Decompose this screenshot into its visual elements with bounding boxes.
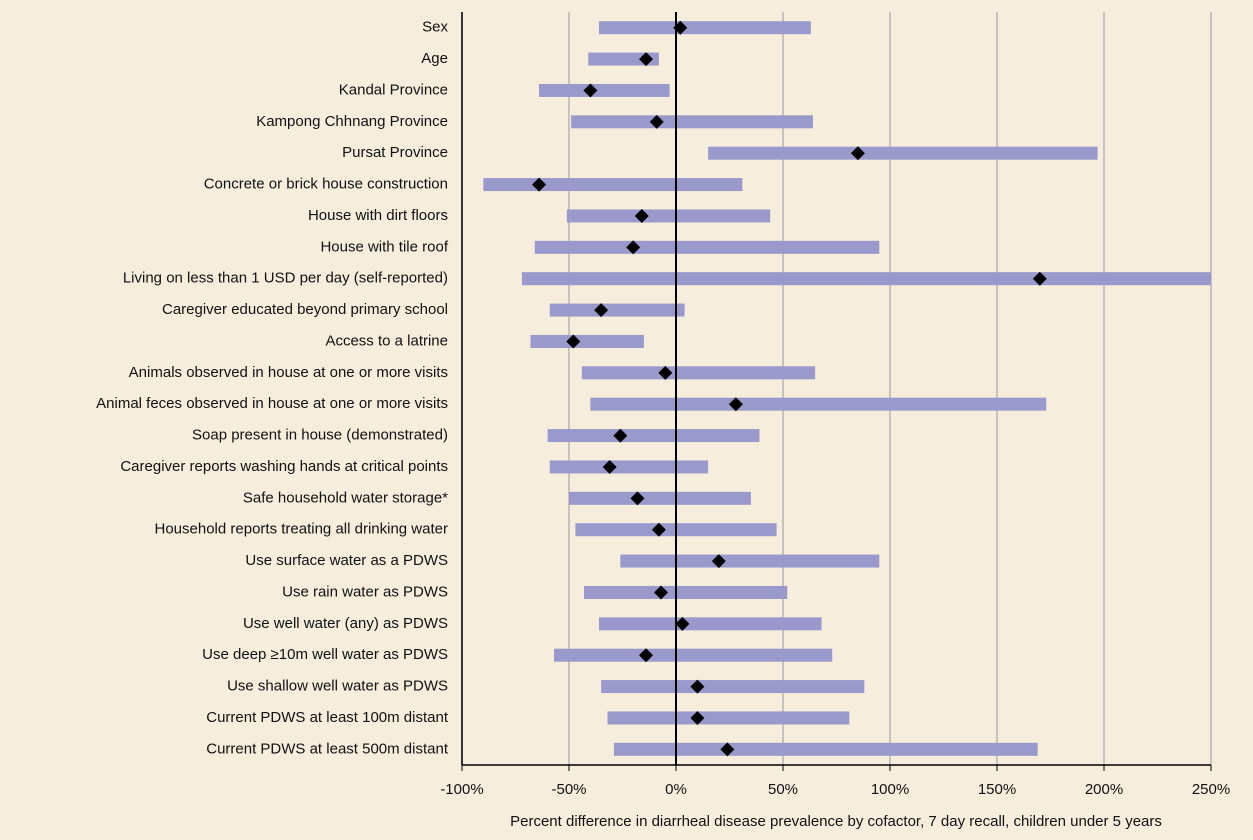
interval-bar — [483, 178, 743, 192]
interval-bar — [613, 742, 1038, 756]
category-label: Caregiver reports washing hands at criti… — [120, 458, 448, 475]
category-label: Caregiver educated beyond primary school — [162, 301, 448, 318]
category-label: Use shallow well water as PDWS — [227, 678, 448, 695]
x-tick-label: -100% — [440, 781, 483, 798]
interval-bar — [539, 83, 670, 97]
estimate-marker — [850, 146, 865, 161]
interval-bar — [554, 648, 833, 662]
estimate-marker — [626, 240, 641, 255]
interval-bar — [534, 240, 880, 254]
category-label: Animals observed in house at one or more… — [129, 364, 448, 381]
x-tick-label: 250% — [1192, 781, 1230, 798]
estimate-marker — [594, 303, 609, 318]
interval-bar — [571, 115, 813, 129]
category-label: Soap present in house (demonstrated) — [192, 427, 448, 444]
x-tick-label: -50% — [551, 781, 586, 798]
interval-bar — [588, 52, 659, 66]
estimate-marker — [675, 616, 690, 631]
estimate-marker — [583, 83, 598, 98]
x-tick-label: 100% — [871, 781, 909, 798]
category-label: House with tile roof — [320, 238, 448, 255]
estimate-marker — [673, 20, 688, 35]
category-label: Household reports treating all drinking … — [155, 521, 449, 538]
interval-bar — [549, 303, 685, 317]
category-label: Pursat Province — [342, 144, 448, 161]
estimate-marker — [651, 522, 666, 537]
estimate-marker — [1032, 271, 1047, 286]
interval-bar — [547, 429, 760, 443]
estimate-marker — [532, 177, 547, 192]
estimate-marker — [690, 710, 705, 725]
category-label: Safe household water storage* — [243, 489, 448, 506]
interval-bar — [598, 21, 811, 35]
category-label: Use deep ≥10m well water as PDWS — [202, 646, 448, 663]
category-label: Kandal Province — [339, 81, 448, 98]
estimate-marker — [690, 679, 705, 694]
category-label: Age — [421, 50, 448, 67]
interval-bar — [583, 585, 788, 599]
estimate-marker — [658, 365, 673, 380]
estimate-marker — [728, 397, 743, 412]
estimate-marker — [639, 52, 654, 67]
category-label: Kampong Chhnang Province — [256, 113, 448, 130]
interval-bar — [569, 491, 751, 505]
estimate-marker — [634, 208, 649, 223]
category-label: Current PDWS at least 500m distant — [206, 740, 449, 757]
estimate-marker — [711, 554, 726, 569]
category-label: Current PDWS at least 100m distant — [206, 709, 449, 726]
category-label: Living on less than 1 USD per day (self-… — [123, 270, 448, 287]
interval-bar — [620, 554, 880, 568]
category-label: Use surface water as a PDWS — [245, 552, 448, 569]
interval-bar — [601, 680, 865, 694]
category-label: Sex — [422, 19, 448, 36]
estimate-marker — [654, 585, 669, 600]
category-label: Access to a latrine — [325, 332, 448, 349]
x-tick-label: 0% — [665, 781, 687, 798]
interval-bar — [708, 146, 1098, 160]
estimate-marker — [602, 459, 617, 474]
interval-bar — [598, 617, 822, 631]
category-label: Concrete or brick house construction — [204, 176, 448, 193]
interval-bar — [530, 334, 644, 348]
x-tick-label: 50% — [768, 781, 798, 798]
estimate-marker — [613, 428, 628, 443]
interval-bar — [590, 397, 1047, 411]
estimate-marker — [649, 114, 664, 129]
estimate-marker — [720, 742, 735, 757]
category-label: Use rain water as PDWS — [282, 583, 448, 600]
estimate-marker — [639, 648, 654, 663]
estimate-marker — [566, 334, 581, 349]
estimate-marker — [630, 491, 645, 506]
x-tick-label: 150% — [978, 781, 1016, 798]
category-label: House with dirt floors — [308, 207, 448, 224]
interval-bar — [607, 711, 850, 725]
interval-bar — [521, 272, 1211, 286]
category-label: Use well water (any) as PDWS — [243, 615, 448, 632]
interval-bar — [549, 460, 709, 474]
x-axis-title: Percent difference in diarrheal disease … — [510, 813, 1162, 830]
interval-bar — [566, 209, 771, 223]
x-tick-label: 200% — [1085, 781, 1123, 798]
interval-bar — [581, 366, 816, 380]
category-label: Animal feces observed in house at one or… — [96, 395, 448, 412]
